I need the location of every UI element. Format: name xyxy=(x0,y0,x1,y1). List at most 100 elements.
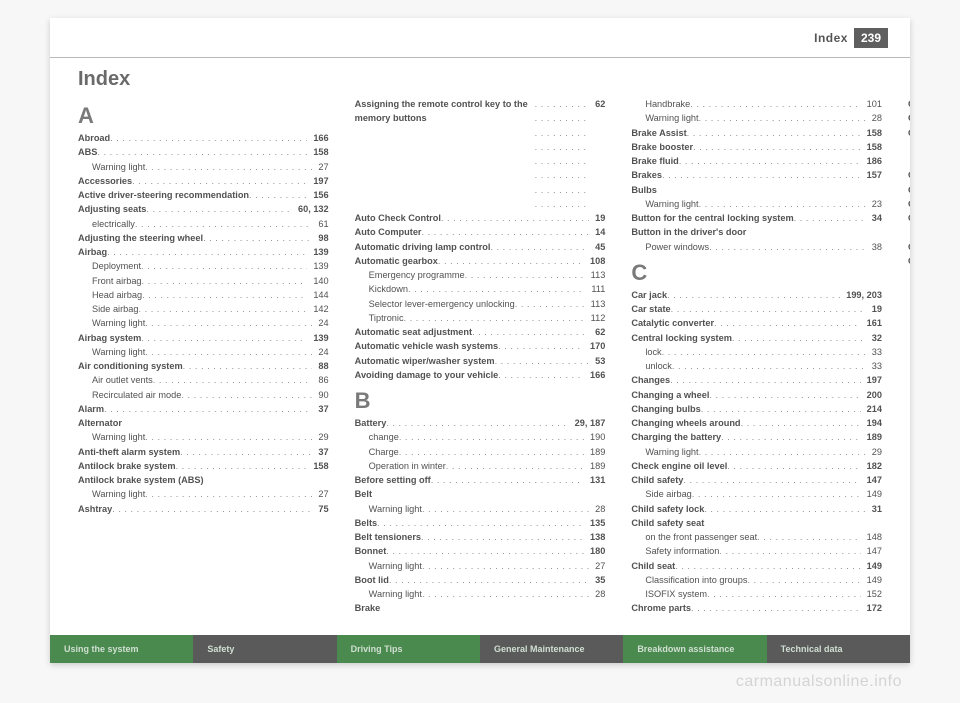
entry-label: Power windows xyxy=(645,240,709,254)
entry-label: Warning light xyxy=(92,160,145,174)
entry-label: Car state xyxy=(631,302,670,316)
entry-page: 112 xyxy=(585,311,606,325)
index-subentry: Warning light28 xyxy=(631,111,882,125)
index-subentry: Warning light24 xyxy=(78,316,329,330)
index-entry: Brakes157 xyxy=(631,168,882,182)
entry-label: ABS xyxy=(78,145,97,159)
footer-tab: Safety xyxy=(193,635,336,663)
entry-label: Brakes xyxy=(631,168,662,182)
leader-dots xyxy=(727,459,860,473)
entry-label: Check engine oil level xyxy=(631,459,727,473)
leader-dots xyxy=(701,402,861,416)
leader-dots xyxy=(472,325,589,339)
entry-page: 35 xyxy=(589,573,605,587)
entry-label: Brake fluid xyxy=(631,154,678,168)
leader-dots xyxy=(386,544,584,558)
entry-label: Warning light xyxy=(369,587,422,601)
entry-page: 45 xyxy=(589,240,605,254)
index-columns: AAbroad166ABS158Warning light27Accessori… xyxy=(78,97,882,625)
entry-label: Avoiding damage to your vehicle xyxy=(355,368,499,382)
leader-dots xyxy=(404,311,585,325)
entry-label: Automatic driving lamp control xyxy=(355,240,491,254)
entry-page: 140 xyxy=(307,274,328,288)
entry-label: Button in the driver's door xyxy=(631,225,746,239)
index-entry: Belt tensioners138 xyxy=(355,530,606,544)
entry-label: Compartments xyxy=(908,240,910,254)
index-entry: Antilock brake system (ABS) xyxy=(78,473,329,487)
entry-page: 86 xyxy=(312,373,328,387)
entry-label: Abroad xyxy=(78,131,110,145)
entry-label: Antilock brake system xyxy=(78,459,176,473)
entry-page: 24 xyxy=(312,345,328,359)
leader-dots xyxy=(399,430,584,444)
index-subentry: Head airbag144 xyxy=(78,288,329,302)
leader-dots xyxy=(399,445,584,459)
leader-dots xyxy=(662,168,861,182)
leader-dots xyxy=(679,154,861,168)
entry-label: Automatic wiper/washer system xyxy=(355,354,495,368)
index-subentry: Side airbag149 xyxy=(631,487,882,501)
entry-label: Car jack xyxy=(631,288,667,302)
index-subentry: Defrosting windows93 xyxy=(908,140,910,154)
index-subentry: Warning light29 xyxy=(78,430,329,444)
index-entry: Automatic vehicle wash systems170 xyxy=(355,339,606,353)
footer-tab: General Maintenance xyxy=(480,635,623,663)
entry-label: Emergency programme xyxy=(369,268,465,282)
entry-label: electrically xyxy=(92,217,135,231)
index-subentry: Power windows38 xyxy=(631,240,882,254)
entry-page: 170 xyxy=(584,339,605,353)
index-entry: Child safety seat xyxy=(631,516,882,530)
entry-label: Clock xyxy=(908,183,910,197)
leader-dots xyxy=(672,359,866,373)
entry-page: 139 xyxy=(307,259,328,273)
entry-label: Front airbag xyxy=(92,274,142,288)
entry-label: Air conditioning system xyxy=(78,359,183,373)
entry-page: 29 xyxy=(866,445,882,459)
index-subentry: Warning light27 xyxy=(355,559,606,573)
entry-label: Climatronic xyxy=(908,126,910,140)
entry-page: 14 xyxy=(589,225,605,239)
index-entry: Climatronic (automatic air conditioning)… xyxy=(908,168,910,182)
entry-page: 28 xyxy=(589,587,605,601)
entry-page: 158 xyxy=(861,140,882,154)
entry-page: 62 xyxy=(589,325,605,339)
leader-dots xyxy=(707,587,861,601)
entry-page: 33 xyxy=(866,345,882,359)
entry-label: Warning light xyxy=(92,487,145,501)
entry-label: Belt tensioners xyxy=(355,530,421,544)
footer-tab: Breakdown assistance xyxy=(623,635,766,663)
entry-label: Charging the battery xyxy=(631,430,721,444)
entry-page: 149 xyxy=(861,487,882,501)
entry-label: Alarm xyxy=(78,402,104,416)
leader-dots xyxy=(535,97,589,211)
entry-page: 142 xyxy=(307,302,328,316)
entry-page: 194 xyxy=(861,416,882,430)
index-subentry: Recirculated air mode90 xyxy=(78,388,329,402)
index-subentry: Handbrake101 xyxy=(631,97,882,111)
footer-tab: Technical data xyxy=(767,635,910,663)
entry-page: 53 xyxy=(589,354,605,368)
leader-dots xyxy=(747,573,860,587)
leader-dots xyxy=(490,240,589,254)
index-entry: Child safety lock31 xyxy=(631,502,882,516)
index-subentry: Operation in winter189 xyxy=(355,459,606,473)
leader-dots xyxy=(389,573,589,587)
index-entry: Changing a wheel200 xyxy=(631,388,882,402)
leader-dots xyxy=(515,297,585,311)
entry-label: Boot lid xyxy=(355,573,389,587)
leader-dots xyxy=(203,231,312,245)
index-entry: Auto Computer14 xyxy=(355,225,606,239)
leader-dots xyxy=(495,354,590,368)
leader-dots xyxy=(741,416,861,430)
leader-dots xyxy=(107,245,307,259)
index-entry: Cigarette lighter76 xyxy=(908,97,910,111)
entry-label: Classification into groups xyxy=(645,573,747,587)
index-entry: Changes197 xyxy=(631,373,882,387)
entry-label: Belt xyxy=(355,487,372,501)
page-container: Index 239 Index AAbroad166ABS158Warning … xyxy=(0,0,960,703)
entry-label: Airbag system xyxy=(78,331,141,345)
index-entry: Before setting off131 xyxy=(355,473,606,487)
entry-label: Brake xyxy=(355,601,381,615)
index-entry: Child seat149 xyxy=(631,559,882,573)
index-entry: Adjusting the steering wheel98 xyxy=(78,231,329,245)
